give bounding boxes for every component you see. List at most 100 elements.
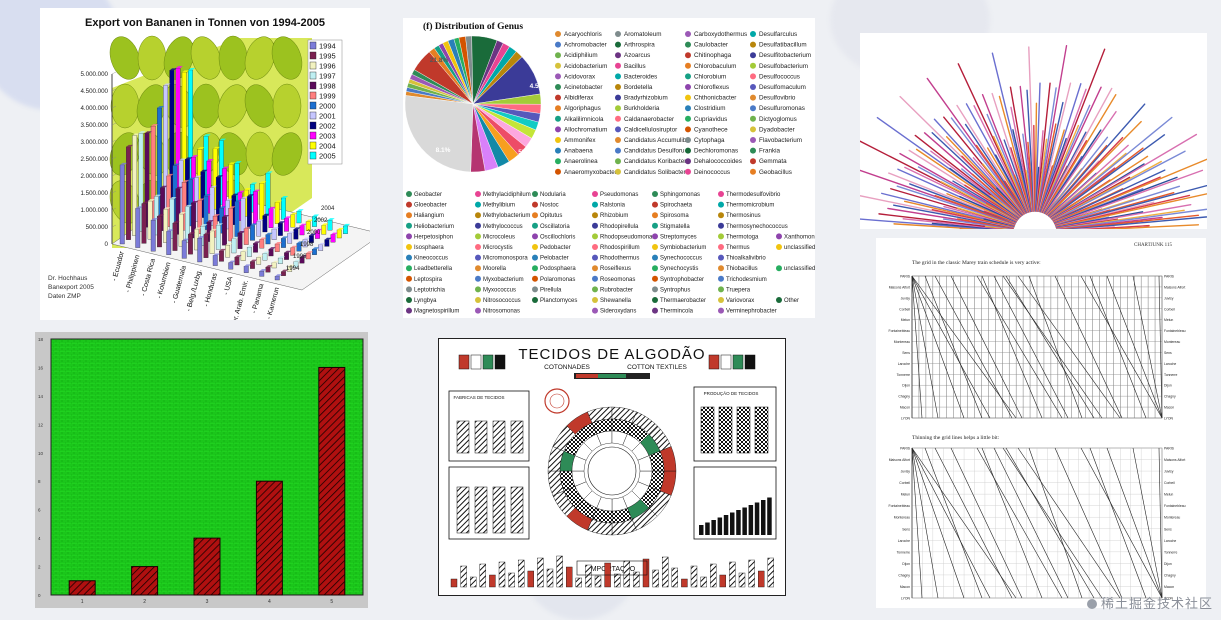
bar-kamerun-2002 — [324, 239, 330, 247]
legend-marker — [718, 254, 724, 261]
right-lower-bar — [761, 500, 766, 535]
legend-block-left — [482, 354, 494, 370]
category-label: - USA — [223, 276, 235, 296]
legend-marker — [592, 244, 598, 250]
bar-top — [318, 242, 326, 245]
train-line — [1005, 447, 1095, 599]
station-label: Montereau — [894, 516, 910, 520]
bar-ver-arab-emir--1994 — [243, 266, 249, 273]
legend-label: 1994 — [319, 42, 336, 51]
legend-marker — [555, 31, 561, 37]
legend-label: Heliobacterium — [414, 224, 454, 230]
radial-line — [1037, 44, 1068, 212]
legend-block-right — [720, 354, 732, 370]
import-bar — [652, 569, 659, 588]
radial-line — [1055, 193, 1207, 228]
legend-marker — [750, 62, 756, 69]
bar-top — [278, 221, 286, 224]
x-tick-label: 3 — [206, 599, 209, 605]
bar-top — [203, 134, 211, 137]
legend-label: Acidiphilium — [564, 52, 598, 59]
train-line — [911, 275, 939, 419]
x-tick-label: 2 — [143, 599, 146, 605]
bar-ecuador-1994 — [119, 164, 125, 245]
banana-shape — [271, 36, 303, 80]
radial-lines-image — [860, 33, 1207, 229]
legend-marker — [615, 137, 621, 143]
bar-top — [265, 232, 273, 235]
legend-marker — [555, 158, 561, 165]
legend-label: Chlorobaculum — [694, 63, 736, 70]
bar-top — [219, 206, 227, 209]
y-tick-label: 10 — [38, 451, 44, 456]
train-line — [1054, 447, 1123, 599]
legend-label: Spirochaeta — [660, 203, 693, 209]
legend-marker — [406, 297, 412, 303]
gridline — [111, 71, 117, 75]
legend-marker — [615, 41, 621, 48]
legend-label: Thermincola — [660, 309, 694, 315]
bar-top — [138, 131, 146, 134]
bar-top — [281, 236, 289, 239]
bar-top — [191, 200, 199, 203]
legend-label: Desulfatibacillum — [759, 42, 807, 49]
banana-shape — [137, 35, 167, 81]
bar-belg-luxbg--1994 — [197, 238, 203, 263]
station-label: Melun — [901, 493, 910, 497]
radial-line — [973, 105, 1028, 214]
gridline — [111, 173, 117, 177]
pie-percent-label: 5% — [518, 149, 528, 156]
radial-line — [991, 52, 1032, 213]
legend-marker — [532, 297, 538, 303]
radial-line — [1065, 216, 1207, 229]
y-tick-label: 2 — [38, 565, 41, 570]
bar-top — [324, 237, 332, 240]
train-line — [1080, 275, 1163, 419]
radial-line — [1003, 139, 1031, 213]
bar-top — [268, 247, 276, 250]
legend-label: Polaromonas — [540, 277, 575, 283]
legend-marker — [718, 244, 724, 250]
bar-honduras-1997 — [231, 238, 237, 254]
legend-marker — [592, 265, 598, 272]
legend-marker — [532, 191, 538, 197]
legend-marker — [532, 201, 538, 208]
legend-marker — [532, 254, 538, 261]
station-label-right: Dijon — [1164, 562, 1172, 566]
y-tick-label: 3.500.000 — [80, 122, 108, 129]
legend-marker — [555, 41, 561, 48]
legend-marker — [532, 222, 538, 229]
legend-label: Deinococcus — [694, 169, 730, 176]
radial-line — [1039, 83, 1082, 213]
bar-top — [259, 237, 267, 240]
legend-marker — [592, 191, 598, 197]
lower-bar — [456, 486, 470, 534]
fabricas-bar — [510, 420, 524, 454]
title-color-bar-green — [598, 374, 626, 378]
bar-top — [182, 180, 189, 183]
train-line — [981, 447, 1043, 599]
bar-ver-arab-emir--1999 — [274, 243, 280, 252]
import-bar — [642, 558, 650, 588]
legend-label: 2000 — [319, 102, 336, 111]
chart-title: (f) Distribution of Genus — [423, 21, 523, 32]
legend-swatch — [309, 71, 317, 80]
legend-label: Magnetospirillum — [414, 309, 459, 315]
station-label-right: Sens — [1164, 527, 1172, 531]
legend-swatch — [309, 121, 317, 130]
legend-label: Isosphaera — [414, 245, 444, 251]
producao-bar — [754, 406, 769, 454]
bar-top — [262, 251, 270, 254]
bar-usa-1999 — [259, 239, 265, 249]
bar-top — [290, 245, 298, 248]
watermark-text: 稀土掘金技术社区 — [1100, 597, 1213, 612]
radial-line — [964, 123, 1026, 215]
legend-label: Dyadobacter — [759, 126, 795, 133]
y-tick-label: 500.000 — [86, 224, 109, 231]
bar-top — [120, 162, 127, 165]
radial-line — [1051, 133, 1198, 221]
legend-label: Geobacter — [414, 192, 442, 198]
bar-2 — [131, 566, 159, 596]
bar-top — [160, 185, 168, 188]
legend-label: Albidiferax — [564, 95, 594, 102]
